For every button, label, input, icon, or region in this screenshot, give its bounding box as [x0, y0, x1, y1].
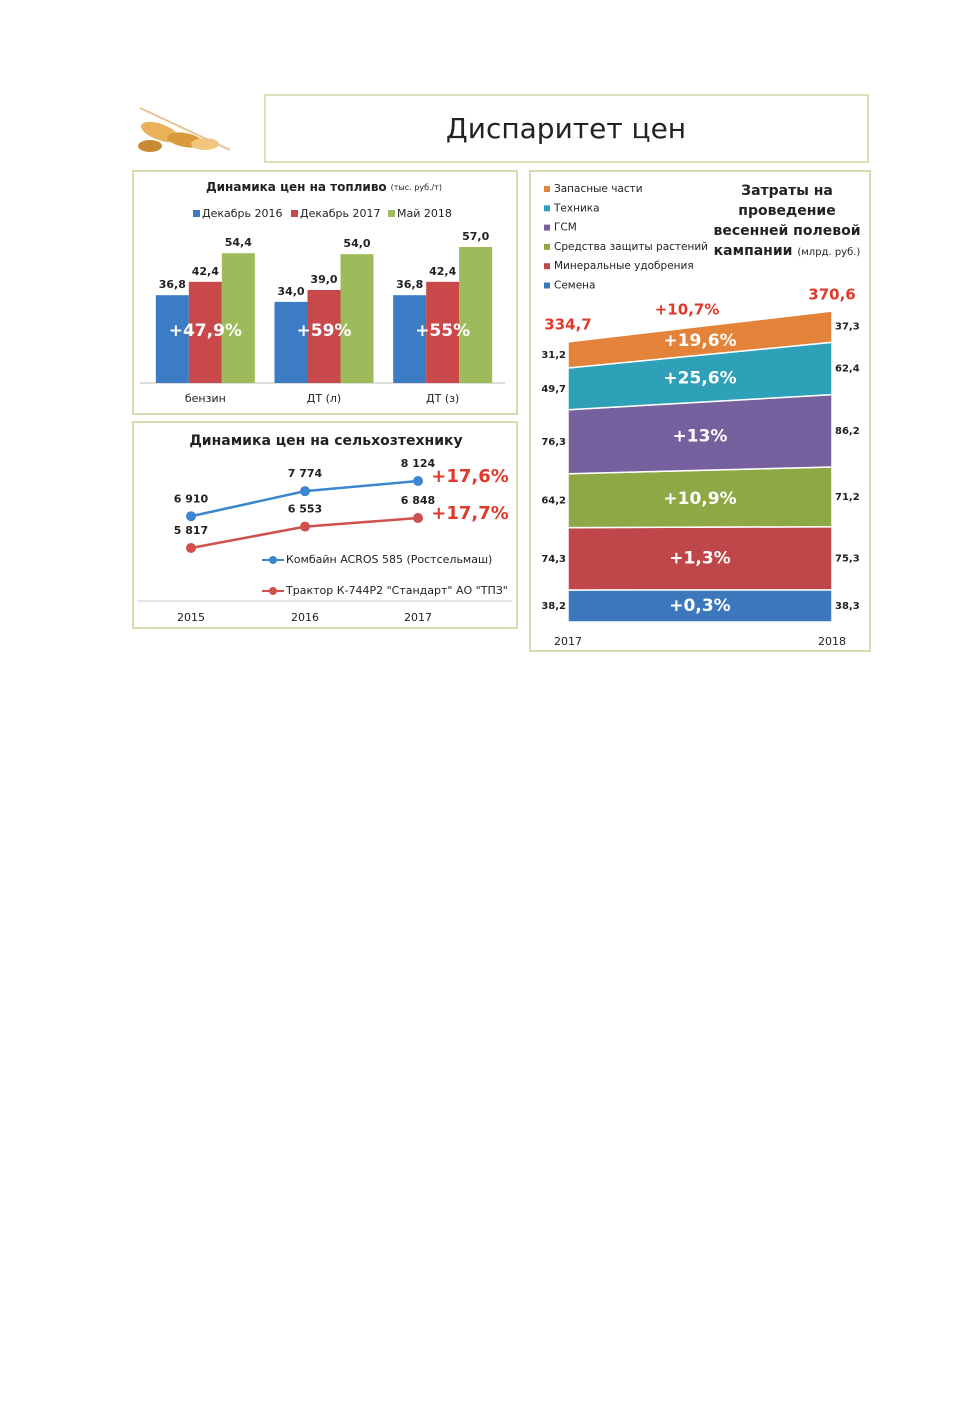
legend-swatch — [291, 210, 298, 217]
data-label: 38,3 — [835, 601, 860, 612]
legend-label: Минеральные удобрения — [554, 260, 694, 272]
data-label: 36,8 — [159, 278, 186, 291]
data-label: 36,8 — [396, 278, 423, 291]
legend-label: Комбайн ACROS 585 (Ростсельмаш) — [286, 553, 492, 566]
legend-label: Техника — [553, 202, 600, 214]
change-label: +17,6% — [431, 466, 509, 487]
annotation: +59% — [297, 321, 352, 341]
legend-swatch — [544, 243, 550, 250]
data-label: 54,4 — [225, 236, 252, 249]
subtitle: (млрд. руб.) — [797, 247, 861, 258]
legend-label: Декабрь 2017 — [300, 207, 381, 220]
data-label: 75,3 — [835, 553, 860, 564]
annotation: +55% — [415, 321, 470, 341]
change-label: +0,3% — [669, 596, 730, 616]
data-label: 7 774 — [288, 467, 323, 480]
bar — [340, 254, 374, 383]
bar — [393, 295, 427, 383]
point — [300, 521, 310, 532]
data-label: 6 910 — [174, 492, 209, 505]
data-label: 34,0 — [277, 285, 304, 298]
data-label: 37,3 — [835, 322, 860, 333]
area-segment — [567, 310, 833, 369]
bar — [459, 247, 493, 383]
x-tick-label: 2017 — [554, 635, 582, 648]
data-label: 76,3 — [541, 437, 566, 448]
legend-marker — [269, 556, 277, 564]
data-label: 54,0 — [343, 237, 370, 250]
bar — [188, 281, 222, 383]
data-label: 57,0 — [462, 230, 489, 243]
data-label: 42,4 — [192, 265, 219, 278]
change-label: +10,9% — [663, 489, 736, 509]
bar — [307, 289, 341, 383]
x-tick-label: бензин — [185, 392, 226, 405]
page-title: Диспаритет цен — [446, 112, 686, 145]
legend-label: ГСМ — [554, 222, 577, 234]
bar — [274, 301, 308, 383]
annotation: +47,9% — [169, 321, 242, 341]
x-tick-label: 2017 — [404, 611, 432, 624]
legend-swatch — [544, 263, 550, 270]
title: Динамика цен на топливо — [206, 180, 387, 194]
legend-swatch — [544, 186, 550, 192]
data-label: 5 817 — [174, 524, 208, 537]
title: Затраты на проведение весенней полевой к… — [713, 183, 861, 259]
data-label: 62,4 — [835, 363, 860, 374]
change-label: +17,7% — [431, 503, 509, 524]
header-box — [264, 94, 869, 163]
data-label: 64,2 — [541, 496, 566, 507]
x-tick-label: ДТ (л) — [307, 392, 341, 405]
data-label: 42,4 — [429, 265, 456, 278]
point — [186, 511, 196, 522]
point — [300, 486, 310, 497]
area-title: Затраты на проведение весенней полевой к… — [710, 181, 864, 263]
point — [413, 476, 423, 486]
chart-title: Динамика цен на топливо (тыс. руб./т) — [206, 180, 442, 194]
data-label: 8 124 — [401, 457, 436, 470]
bar — [426, 281, 460, 383]
data-label: 74,3 — [541, 554, 566, 565]
total-label: 370,6 — [808, 286, 855, 304]
point — [413, 513, 423, 524]
change-label: +19,6% — [663, 331, 736, 351]
data-label: 49,7 — [541, 384, 566, 395]
data-label: 31,2 — [541, 350, 566, 361]
chart-title: Динамика цен на сельхозтехнику — [189, 433, 462, 449]
x-tick-label: 2015 — [177, 611, 205, 624]
data-label: 38,2 — [541, 601, 566, 612]
change-label: +25,6% — [663, 369, 736, 389]
legend-label: Декабрь 2016 — [202, 207, 283, 220]
bar — [155, 295, 189, 383]
bar — [221, 253, 255, 383]
legend-label: Семена — [554, 280, 595, 292]
legend-swatch — [193, 210, 200, 217]
legend-label: Запасные части — [554, 183, 643, 195]
legend-swatch — [544, 224, 550, 231]
legend-swatch — [544, 205, 550, 212]
legend-swatch — [544, 282, 550, 289]
data-label: 39,0 — [310, 273, 337, 286]
legend-swatch — [388, 210, 395, 217]
total-change: +10,7% — [655, 301, 720, 319]
change-label: +13% — [673, 426, 728, 446]
legend-label: Май 2018 — [397, 207, 452, 220]
data-label: 6 848 — [401, 494, 435, 507]
point — [186, 543, 196, 553]
change-label: +1,3% — [669, 549, 730, 569]
data-label: 86,2 — [835, 426, 860, 437]
subtitle: (тыс. руб./т) — [391, 183, 442, 192]
wheat-icon — [138, 107, 231, 152]
data-label: 6 553 — [288, 503, 322, 516]
legend-label: Трактор К-744Р2 "Стандарт" АО "ТПЗ" — [285, 584, 508, 597]
total-label: 334,7 — [544, 316, 591, 334]
x-tick-label: 2018 — [818, 635, 846, 648]
x-tick-label: 2016 — [291, 611, 319, 624]
legend-label: Средства защиты растений — [554, 241, 708, 253]
x-tick-label: ДТ (з) — [426, 392, 459, 405]
legend-marker — [269, 587, 277, 595]
data-label: 71,2 — [835, 492, 860, 503]
